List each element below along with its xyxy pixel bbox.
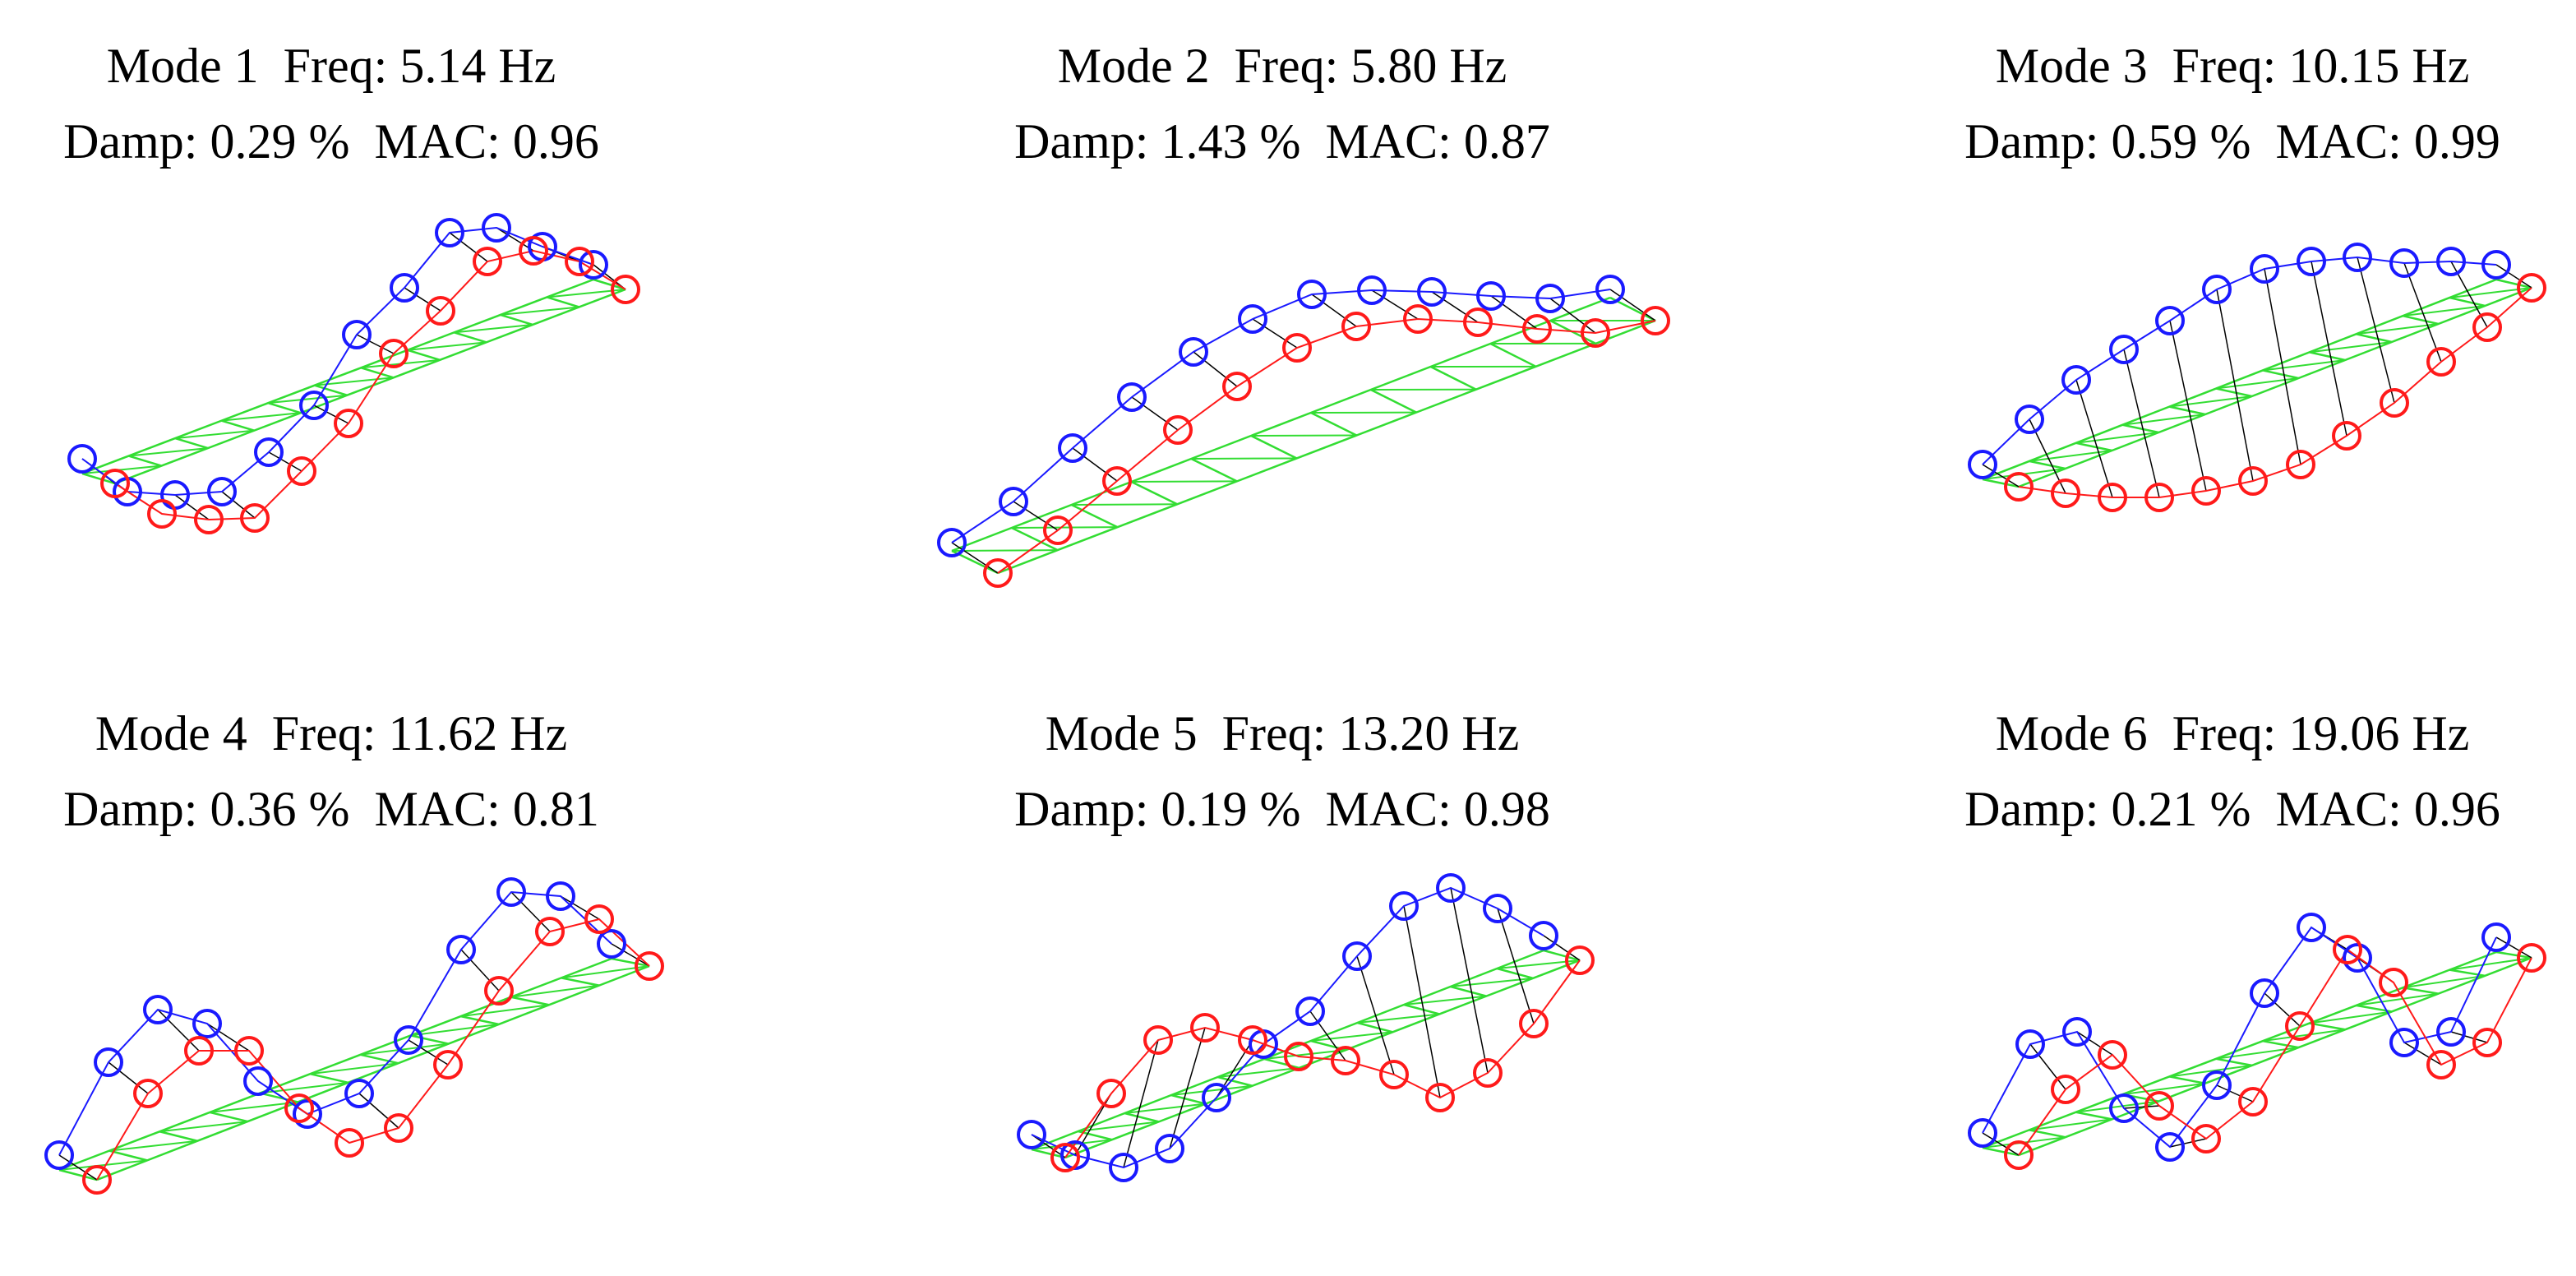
undeformed-rung — [2169, 407, 2205, 414]
undeformed-rung — [593, 280, 626, 289]
node-connector — [511, 892, 550, 932]
undeformed-rung — [1251, 436, 1297, 458]
undeformed-rung — [454, 332, 486, 342]
node-connector — [1610, 289, 1655, 321]
mode-line-blue — [952, 289, 1610, 543]
node-connector — [1550, 298, 1595, 333]
undeformed-rung — [411, 1035, 449, 1043]
undeformed-edge-line — [2019, 288, 2532, 487]
node-connector — [108, 1062, 148, 1093]
undeformed-rung — [1191, 459, 1237, 481]
node-connector — [269, 452, 302, 471]
undeformed-rung — [2357, 334, 2392, 342]
undeformed-diagonal — [1012, 527, 1118, 528]
node-connector — [314, 405, 349, 423]
node-connector — [2451, 1032, 2487, 1043]
mode-line-blue — [1983, 257, 2496, 465]
undeformed-rung — [59, 1170, 97, 1180]
undeformed-rung — [2029, 461, 2066, 469]
undeformed-rung — [109, 1151, 147, 1161]
undeformed-diagonal — [1131, 481, 1236, 482]
undeformed-diagonal — [1191, 458, 1296, 459]
node-connector — [2217, 1085, 2253, 1102]
undeformed-rung — [2216, 1059, 2252, 1066]
undeformed-rung — [175, 438, 208, 448]
mode-line-blue — [82, 228, 593, 495]
undeformed-rung — [2076, 1112, 2112, 1120]
node-connector — [1253, 319, 1297, 348]
undeformed-edge-line — [115, 289, 626, 483]
undeformed-rung — [1431, 367, 1476, 390]
undeformed-rung — [408, 350, 440, 360]
node-connector — [1216, 1040, 1253, 1098]
node-connector — [1132, 397, 1178, 430]
undeformed-rung — [1171, 1095, 1206, 1104]
node-connector — [359, 1093, 399, 1128]
node-connector — [1312, 294, 1356, 326]
node-connector — [1193, 352, 1237, 386]
undeformed-rung — [1264, 1059, 1299, 1068]
undeformed-diagonal — [952, 550, 1058, 551]
node-connector — [357, 335, 394, 354]
node-connector — [952, 543, 998, 573]
undeformed-rung — [501, 315, 533, 325]
mode-shapes-plot — [0, 0, 2576, 1228]
undeformed-edge-line — [998, 321, 1655, 573]
undeformed-rung — [1072, 505, 1118, 527]
undeformed-edge-line — [82, 280, 593, 474]
node-connector — [1357, 956, 1394, 1075]
undeformed-rung — [1404, 1005, 1439, 1014]
undeformed-rung — [2122, 425, 2158, 432]
undeformed-rung — [361, 1055, 399, 1063]
undeformed-rung — [268, 403, 301, 413]
undeformed-rung — [547, 297, 579, 307]
undeformed-rung — [2263, 1041, 2298, 1047]
undeformed-edge-line — [97, 966, 649, 1180]
node-connector — [2030, 1044, 2066, 1089]
undeformed-rung — [1544, 950, 1580, 960]
undeformed-rung — [561, 978, 599, 985]
node-connector — [1451, 888, 1488, 1073]
undeformed-rung — [2076, 443, 2112, 451]
undeformed-rung — [129, 456, 162, 466]
node-connector — [1073, 448, 1117, 481]
undeformed-rung — [361, 368, 393, 377]
node-connector — [461, 950, 499, 991]
undeformed-rung — [222, 421, 255, 431]
undeformed-rung — [1124, 1113, 1159, 1121]
undeformed-rung — [511, 997, 549, 1006]
undeformed-rung — [2263, 370, 2298, 378]
undeformed-rung — [2216, 389, 2252, 396]
undeformed-rung — [2310, 1024, 2345, 1030]
undeformed-edge-line — [1983, 952, 2496, 1148]
undeformed-rung — [1451, 987, 1486, 996]
undeformed-rung — [310, 1074, 348, 1083]
undeformed-rung — [1311, 413, 1356, 436]
undeformed-rung — [159, 1131, 197, 1140]
undeformed-rung — [2449, 298, 2485, 306]
undeformed-rung — [2310, 352, 2345, 360]
node-connector — [1013, 502, 1058, 530]
undeformed-rung — [2403, 987, 2438, 993]
undeformed-rung — [1497, 969, 1533, 978]
mode-line-blue — [1032, 888, 1544, 1167]
node-connector — [2264, 993, 2300, 1026]
mode-line-red — [115, 251, 626, 520]
undeformed-edge-line — [952, 298, 1610, 551]
node-connector — [1432, 292, 1478, 322]
mode-line-blue — [59, 892, 612, 1155]
mode-line-blue — [1983, 927, 2496, 1147]
mode-line-red — [2019, 288, 2532, 497]
undeformed-rung — [1357, 1023, 1392, 1032]
undeformed-rung — [1131, 482, 1177, 504]
node-connector — [450, 233, 487, 261]
undeformed-rung — [1371, 390, 1416, 413]
undeformed-rung — [210, 1112, 247, 1121]
undeformed-rung — [1490, 344, 1535, 367]
undeformed-edge-line — [1983, 280, 2496, 479]
undeformed-rung — [2403, 316, 2438, 324]
undeformed-rung — [2169, 1076, 2205, 1083]
node-connector — [1372, 290, 1418, 319]
